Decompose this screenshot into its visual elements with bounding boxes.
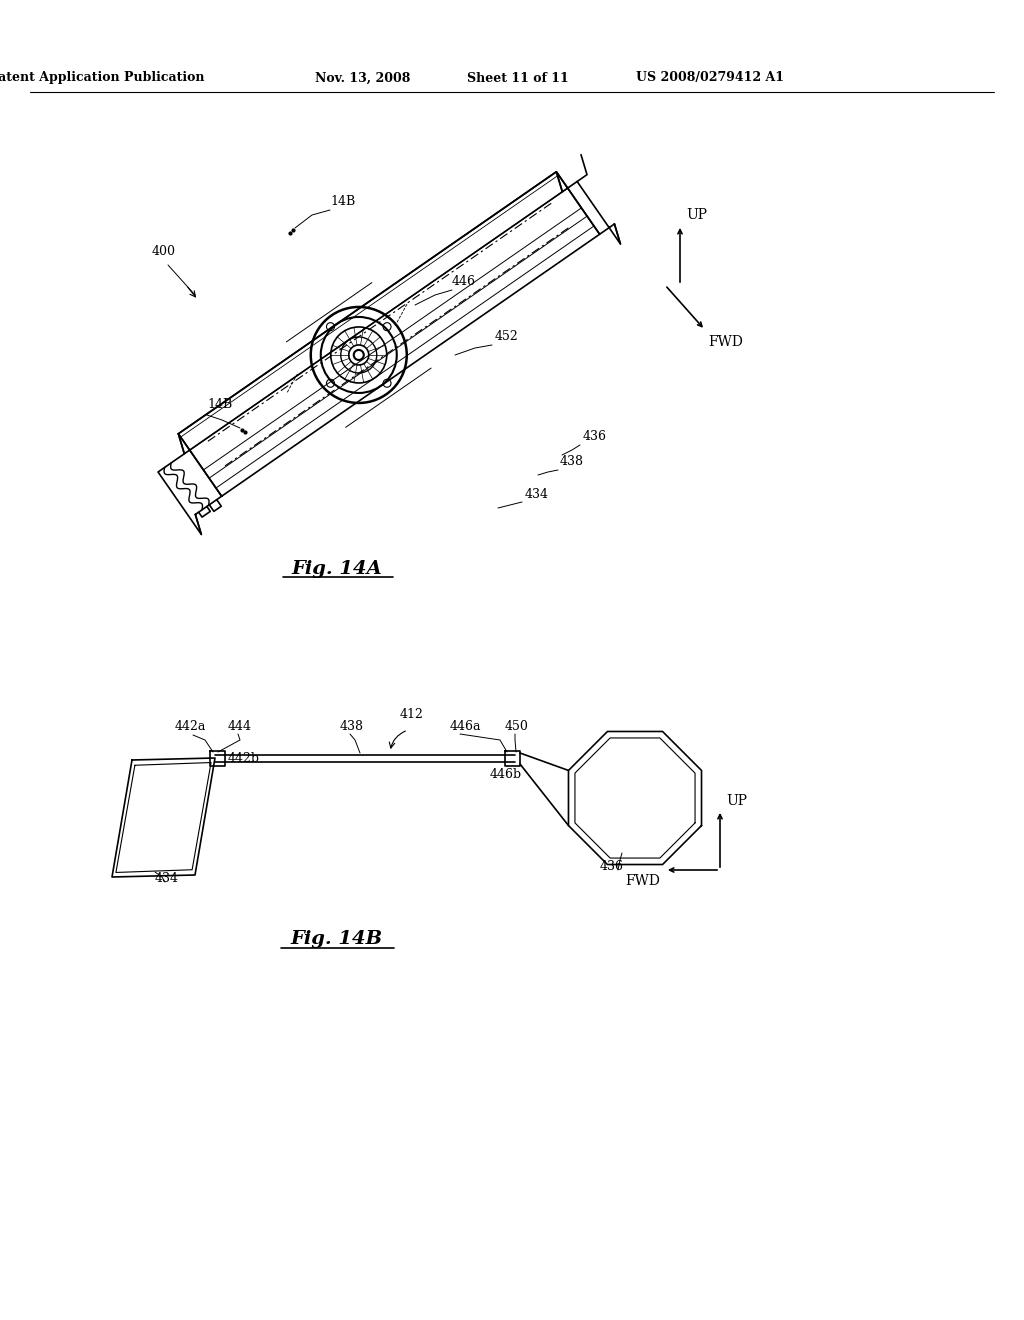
Text: 452: 452	[495, 330, 519, 343]
Text: 446a: 446a	[450, 719, 481, 733]
Text: Nov. 13, 2008: Nov. 13, 2008	[315, 71, 411, 84]
Text: 450: 450	[505, 719, 528, 733]
Text: 400: 400	[152, 246, 176, 257]
Text: 14B: 14B	[330, 195, 355, 209]
Text: 438: 438	[340, 719, 364, 733]
Text: 444: 444	[228, 719, 252, 733]
Text: US 2008/0279412 A1: US 2008/0279412 A1	[636, 71, 784, 84]
Text: UP: UP	[726, 795, 746, 808]
Text: Fig. 14B: Fig. 14B	[291, 931, 383, 948]
Text: Patent Application Publication: Patent Application Publication	[0, 71, 205, 84]
Text: 442a: 442a	[175, 719, 207, 733]
Text: FWD: FWD	[708, 335, 742, 348]
Text: 434: 434	[525, 488, 549, 502]
Text: 442b: 442b	[228, 752, 260, 766]
Text: 436: 436	[600, 861, 624, 873]
Text: 446: 446	[452, 275, 476, 288]
Text: 446b: 446b	[490, 768, 522, 781]
Text: 436: 436	[583, 430, 607, 444]
Text: 14B: 14B	[207, 399, 232, 411]
Text: 412: 412	[400, 708, 424, 721]
Text: UP: UP	[686, 209, 707, 222]
Text: Fig. 14A: Fig. 14A	[292, 560, 382, 578]
Text: FWD: FWD	[625, 874, 660, 888]
Text: Sheet 11 of 11: Sheet 11 of 11	[467, 71, 569, 84]
Text: 438: 438	[560, 455, 584, 469]
Text: 434: 434	[155, 873, 179, 884]
